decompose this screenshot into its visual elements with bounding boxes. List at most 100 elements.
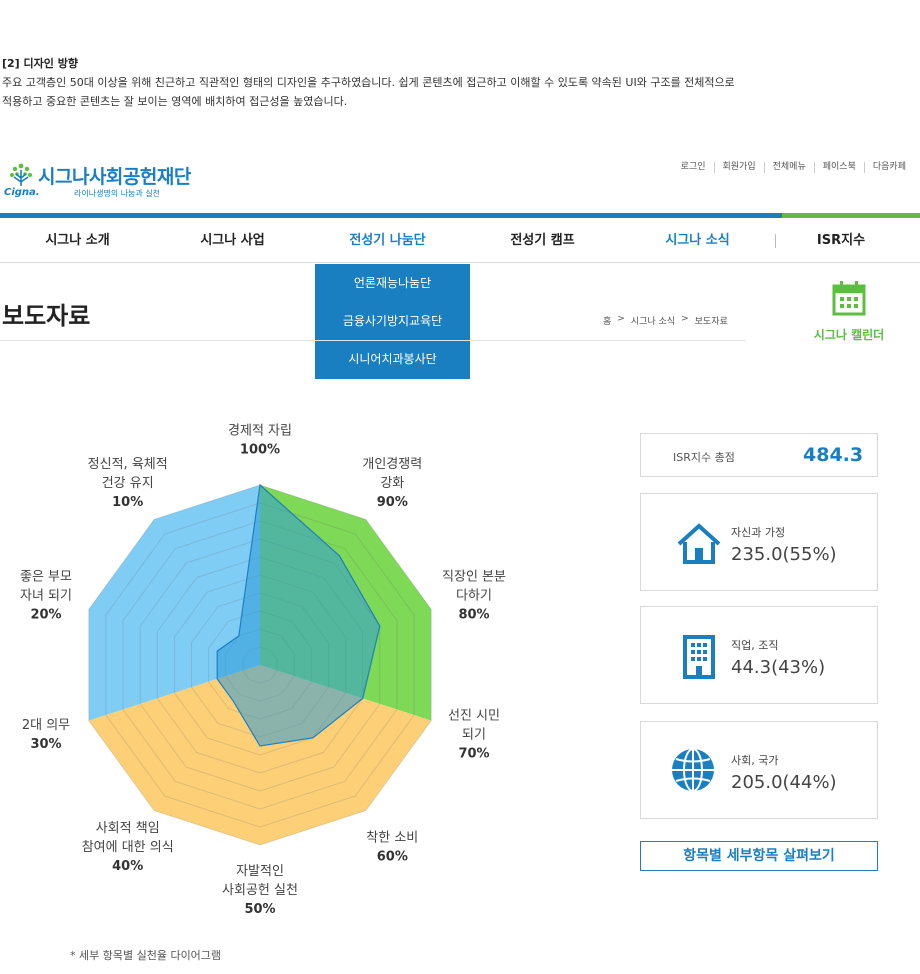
nav-item-sharing-group[interactable]: 전성기 나눔단 <box>349 233 426 248</box>
category-label: 직업, 조직 <box>731 639 779 652</box>
dropdown-item-finance[interactable]: 금융사기방지교육단 <box>342 314 443 328</box>
breadcrumb: 홈 > 시그나 소식 > 보도자료 <box>603 314 734 327</box>
isr-total-label: ISR지수 총점 <box>673 451 735 464</box>
radar-axis-label-line: 선진 시민 <box>448 709 500 724</box>
util-login[interactable]: 로그인 <box>680 162 706 172</box>
radar-axis-label-line: 정신적, 육체적 <box>88 457 168 472</box>
dropdown-item-media[interactable]: 언론재능나눔단 <box>353 276 432 290</box>
util-facebook[interactable]: 페이스북 <box>813 162 864 173</box>
logo-tagline: 라이나생명의 나눔과 실천 <box>74 189 161 198</box>
building-icon <box>683 635 715 679</box>
radar-axis-percent: 80% <box>458 608 489 623</box>
util-all-menu[interactable]: 전체메뉴 <box>763 162 814 173</box>
logo-brand: Cigna. <box>4 187 40 198</box>
radar-axis-label-line: 참여에 대한 의식 <box>82 840 174 855</box>
radar-grid-ring <box>88 484 432 846</box>
radar-axis-label-line: 사회공헌 실천 <box>222 883 298 898</box>
radar-axis-label: 직장인 본분 다하기 80% <box>442 570 506 623</box>
category-label: 사회, 국가 <box>731 754 779 767</box>
calendar-icon <box>832 281 866 316</box>
radar-grid-ring <box>105 502 415 828</box>
radar-axis-label-line: 강화 <box>380 476 404 491</box>
radar-axis-label-line: 자녀 되기 <box>20 589 72 604</box>
category-box-society: 사회, 국가 205.0(44%) <box>640 721 878 819</box>
util-signup[interactable]: 회원가입 <box>713 162 764 173</box>
radar-axis-label-line: 착한 소비 <box>366 831 418 846</box>
nav-color-bar <box>0 213 920 218</box>
chart-footnote: * 세부 항목별 실천율 다이어그램 <box>70 949 222 962</box>
radar-axis-label-line: 개인경쟁력 <box>362 457 422 472</box>
radar-achieved-area <box>216 483 381 747</box>
breadcrumb-home[interactable]: 홈 <box>603 317 612 327</box>
nav-item-isr[interactable]: ISR지수 <box>816 233 866 248</box>
breadcrumb-news[interactable]: 시그나 소식 <box>630 317 676 327</box>
site-header: Cigna. 시그나사회공헌재단 라이나생명의 나눔과 실천 로그인 회원가입 … <box>0 150 920 216</box>
detail-items-button[interactable]: 항목별 세부항목 살펴보기 <box>640 841 878 871</box>
main-nav: 시그나 소개 시그나 사업 전성기 나눔단 전성기 캠프 시그나 소식 ISR지… <box>0 218 920 263</box>
radar-axis-percent: 90% <box>377 495 408 510</box>
radar-grid-ring <box>122 520 398 810</box>
site-logo[interactable]: Cigna. 시그나사회공헌재단 라이나생명의 나눔과 실천 <box>4 160 214 200</box>
intro-text: [2] 디자인 방향 주요 고객층인 50대 이상을 위해 친근하고 직관적인 … <box>2 54 902 111</box>
category-box-self: 자신과 가정 235.0(55%) <box>640 493 878 591</box>
radar-axis-percent: 30% <box>30 737 61 752</box>
page-title: 보도자료 <box>2 302 91 330</box>
tree-logo-icon <box>10 163 32 186</box>
title-divider <box>0 340 746 341</box>
radar-axis-label: 경제적 자립 100% <box>228 424 292 458</box>
radar-axis-label-line: 경제적 자립 <box>228 424 292 439</box>
radar-axis-percent: 100% <box>240 443 280 458</box>
util-daum-cafe[interactable]: 다음카페 <box>863 162 914 173</box>
nav-item-about[interactable]: 시그나 소개 <box>45 233 110 248</box>
radar-axis-label-line: 다하기 <box>456 589 492 604</box>
nav-dropdown: 언론재능나눔단 금융사기방지교육단 시니어치과봉사단 <box>315 264 470 379</box>
breadcrumb-sep: > <box>681 314 689 324</box>
radar-axis-label-line: 건강 유지 <box>102 476 154 491</box>
house-icon <box>677 523 721 564</box>
radar-axis-percent: 40% <box>112 859 143 874</box>
radar-axis-label-line: 좋은 부모 <box>20 570 72 585</box>
nav-item-camp[interactable]: 전성기 캠프 <box>510 233 575 248</box>
radar-axis-label-line: 되기 <box>462 728 486 743</box>
breadcrumb-current: 보도자료 <box>694 317 728 327</box>
nav-item-business[interactable]: 시그나 사업 <box>200 233 265 248</box>
intro-line-2: 적용하고 중요한 콘텐츠는 잘 보이는 영역에 배치하여 접근성을 높였습니다. <box>2 95 348 108</box>
utility-nav: 로그인 회원가입 전체메뉴 페이스북 다음카페 <box>673 162 914 173</box>
nav-item-news[interactable]: 시그나 소식 <box>665 233 730 248</box>
isr-total-value: 484.3 <box>803 444 864 466</box>
category-box-work: 직업, 조직 44.3(43%) <box>640 606 878 704</box>
calendar-link[interactable]: 시그나 캘린더 <box>804 280 894 344</box>
category-label: 자신과 가정 <box>731 526 786 539</box>
dropdown-item-dental[interactable]: 시니어치과봉사단 <box>348 352 437 366</box>
radar-chart: 경제적 자립 100% 개인경쟁력 강화 90% 직장인 본분 다하기 80% 선진 시민 되기 7… <box>20 424 506 918</box>
radar-axis-label: 착한 소비 60% <box>366 831 418 865</box>
category-value: 44.3(43%) <box>731 657 826 678</box>
radar-axis-percent: 20% <box>30 608 61 623</box>
radar-axis-percent: 60% <box>377 850 408 865</box>
radar-axis-percent: 50% <box>244 902 275 917</box>
intro-title: [2] 디자인 방향 <box>2 57 78 70</box>
radar-axis-percent: 70% <box>458 747 489 762</box>
logo-name: 시그나사회공헌재단 <box>38 166 191 188</box>
radar-axis-label-line: 2대 의무 <box>22 718 70 733</box>
isr-total-box: ISR지수 총점 484.3 <box>640 433 878 477</box>
radar-axis-label: 2대 의무 30% <box>22 718 70 752</box>
category-value: 235.0(55%) <box>731 544 837 565</box>
breadcrumb-sep: > <box>617 314 625 324</box>
globe-icon <box>672 748 714 792</box>
radar-axis-label-line: 사회적 책임 <box>96 821 160 836</box>
nav-bar-blue <box>0 213 782 218</box>
category-value: 205.0(44%) <box>731 772 837 793</box>
radar-axis-percent: 10% <box>112 495 143 510</box>
radar-axis-label-line: 자발적인 <box>236 864 284 879</box>
calendar-label: 시그나 캘린더 <box>813 328 885 342</box>
nav-separator <box>775 234 776 248</box>
nav-bar-green <box>782 213 920 218</box>
intro-line-1: 주요 고객층인 50대 이상을 위해 친근하고 직관적인 형태의 디자인을 추구… <box>2 76 735 89</box>
